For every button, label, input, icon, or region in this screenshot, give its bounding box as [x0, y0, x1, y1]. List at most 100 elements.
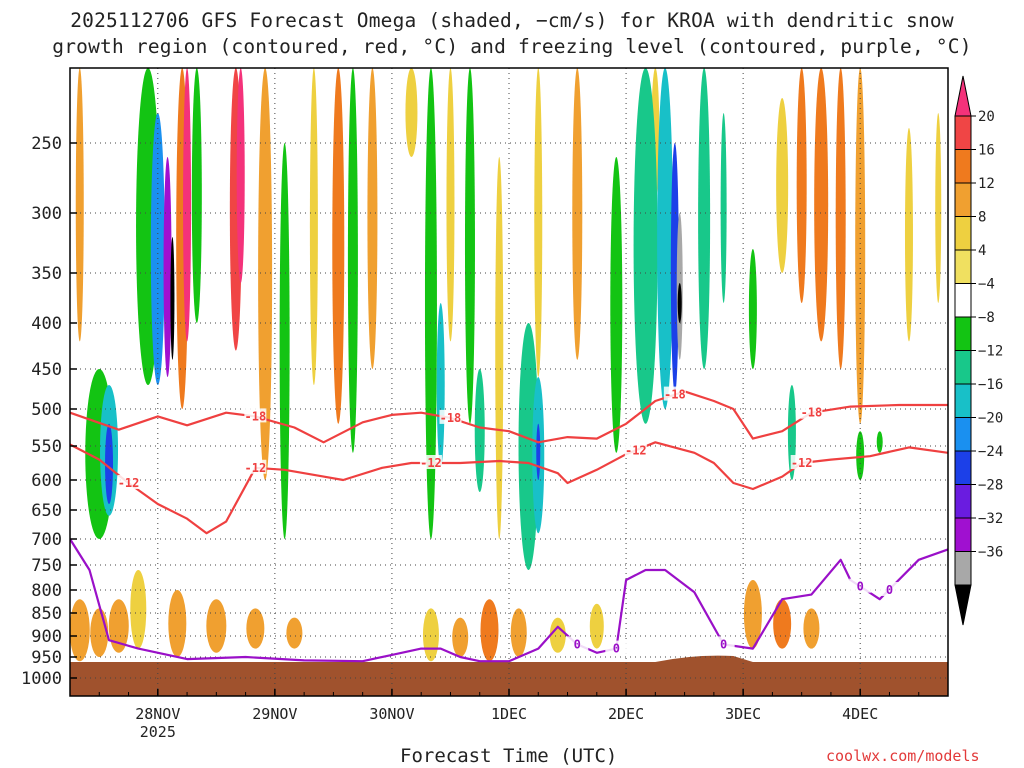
- omega-rising-streak: [367, 68, 378, 369]
- omega-low-level-band: [90, 608, 109, 657]
- colorbar-tick-label: 8: [978, 210, 986, 226]
- omega-rising-jet: [183, 68, 192, 342]
- omega-low-level-band: [246, 608, 265, 649]
- colorbar-tick-label: −28: [978, 478, 1003, 494]
- colorbar-tick-label: −24: [978, 444, 1003, 460]
- omega-sinking-streak: [191, 68, 202, 323]
- x-tick-label: 3DEC: [725, 705, 761, 723]
- x-axis-label: Forecast Time (UTC): [400, 745, 618, 767]
- colorbar-cap-bottom: [954, 584, 972, 626]
- omega-rising-jet: [236, 68, 245, 283]
- omega-low-level-band: [286, 617, 303, 649]
- contour-label-bg: [605, 640, 628, 655]
- colorbar-swatch: [954, 417, 972, 452]
- contour-label-bg: [439, 409, 462, 424]
- colorbar-tick-label: −4: [978, 277, 995, 293]
- omega-low-level-band: [452, 617, 469, 657]
- contour-label: -12: [625, 443, 647, 457]
- omega-sinking-streak: [436, 303, 445, 467]
- omega-sinking-streak: [518, 323, 539, 570]
- contour-label-bg: [878, 582, 901, 596]
- contour-label-bg: [663, 386, 686, 401]
- omega-sinking-streak: [474, 369, 485, 492]
- omega-rising-streak: [258, 68, 273, 480]
- x-tick-label: 28NOV: [135, 705, 180, 723]
- colorbar-swatch: [954, 350, 972, 385]
- contour-label: 0: [857, 580, 864, 594]
- contour-label: 0: [720, 637, 727, 651]
- contour-label-bg: [419, 455, 442, 469]
- colorbar-swatch: [954, 115, 972, 150]
- omega-sinking-streak: [670, 143, 679, 393]
- omega-low-level-band: [549, 617, 566, 653]
- colorbar-swatch: [954, 551, 972, 586]
- omega-rising-streak: [814, 68, 829, 342]
- colorbar-swatch: [954, 383, 972, 418]
- y-tick-label: 550: [31, 437, 62, 457]
- omega-rising-streak: [332, 68, 345, 424]
- omega-rising-streak: [446, 68, 455, 342]
- y-tick-label: 750: [31, 556, 62, 576]
- y-tick-label: 900: [31, 627, 62, 647]
- dgz-minus18-contour: [70, 390, 948, 444]
- y-tick-label: 300: [31, 204, 62, 224]
- contour-label: 0: [613, 642, 620, 656]
- x-tick-label: 2DEC: [608, 705, 644, 723]
- x-tick-label: 30NOV: [369, 705, 414, 723]
- y-tick-label: 450: [31, 360, 62, 380]
- omega-sinking-streak: [657, 68, 674, 409]
- colorbar-tick-label: 16: [978, 143, 995, 159]
- colorbar-tick-label: 12: [978, 176, 995, 192]
- omega-rising-streak: [534, 68, 543, 377]
- omega-sinking-streak: [876, 431, 883, 453]
- omega-low-level-band: [773, 599, 792, 649]
- contour-label-bg: [566, 636, 589, 651]
- x-tick-label: 1DEC: [491, 705, 527, 723]
- omega-rising-streak: [835, 68, 846, 369]
- contour-label-bg: [117, 475, 140, 489]
- contour-label: -18: [440, 411, 462, 425]
- omega-rising-streak: [75, 68, 84, 342]
- omega-low-level-band: [108, 599, 129, 653]
- omega-sinking-streak: [633, 68, 658, 424]
- omega-sinking-streak: [347, 68, 358, 453]
- freezing-level-contour: [70, 538, 948, 663]
- y-tick-label: 700: [31, 530, 62, 550]
- colorbar-tick-label: −12: [978, 344, 1003, 360]
- colorbar-tick-label: −20: [978, 411, 1003, 427]
- x-tick-sublabel: 2025: [140, 723, 176, 741]
- y-tick-label: 800: [31, 581, 62, 601]
- contour-label-bg: [849, 578, 872, 593]
- omega-sinking-streak: [105, 423, 114, 504]
- omega-rising-streak: [904, 128, 913, 342]
- colorbar-tick-label: 4: [978, 243, 986, 259]
- omega-rising-streak: [572, 68, 583, 360]
- omega-low-level-band: [206, 599, 227, 653]
- dgz-minus12-contour: [70, 441, 948, 535]
- y-tick-label: 400: [31, 314, 62, 334]
- colorbar-swatch: [954, 249, 972, 284]
- chart-title-line2: growth region (contoured, red, °C) and f…: [52, 35, 972, 58]
- contour-label-bg: [244, 408, 267, 423]
- omega-sinking-streak: [279, 143, 290, 539]
- contour-label: -12: [420, 456, 442, 470]
- omega-sinking-streak: [720, 113, 727, 303]
- x-tick-label: 4DEC: [842, 705, 878, 723]
- contour-label: 0: [886, 583, 893, 597]
- omega-sinking-streak: [163, 157, 172, 377]
- omega-low-level-band: [803, 608, 820, 649]
- colorbar-swatch: [954, 316, 972, 351]
- omega-sinking-streak: [677, 283, 682, 323]
- colorbar-tick-label: 20: [978, 109, 995, 125]
- y-tick-label: 1000: [21, 669, 62, 689]
- omega-sinking-streak: [536, 423, 541, 480]
- colorbar-tick-label: −32: [978, 511, 1003, 527]
- omega-sinking-streak: [424, 68, 437, 539]
- omega-rising-streak: [495, 157, 504, 539]
- colorbar-swatch: [954, 182, 972, 217]
- colorbar-swatch: [954, 484, 972, 519]
- omega-low-level-band: [480, 599, 499, 662]
- contour-label: 0: [574, 637, 581, 651]
- y-tick-label: 600: [31, 471, 62, 491]
